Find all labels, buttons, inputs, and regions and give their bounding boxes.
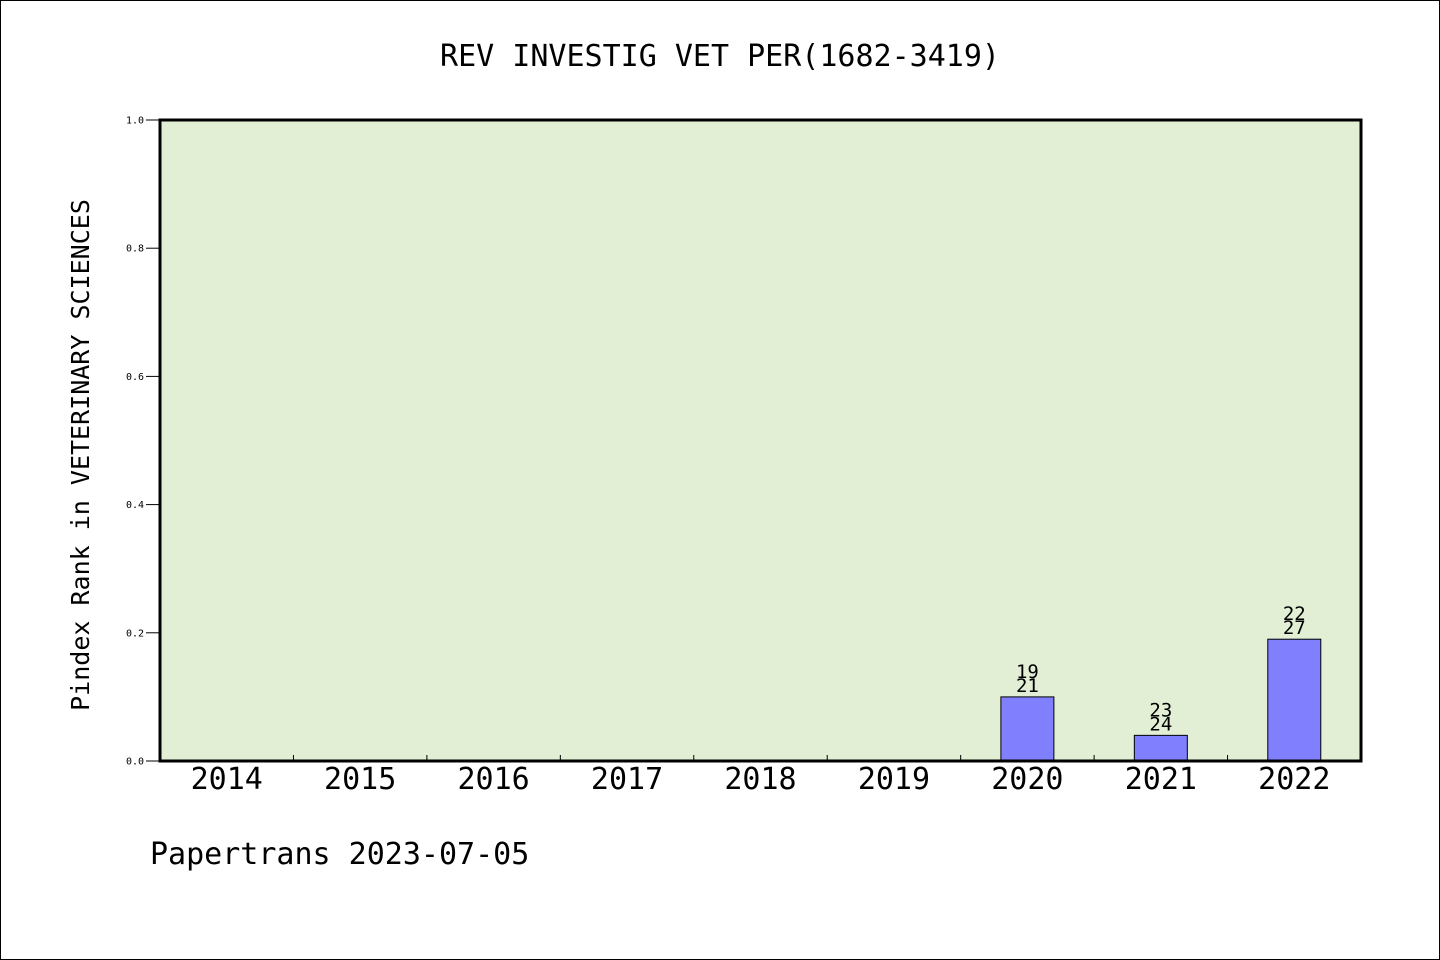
bar-label: 19 <box>1016 661 1039 683</box>
x-tick-label: 2014 <box>191 762 263 797</box>
y-tick-label: 0.2 <box>126 628 144 639</box>
x-tick-label: 2015 <box>324 762 396 797</box>
y-axis-label: Pindex Rank in VETERINARY SCIENCES <box>66 199 95 711</box>
plot-border <box>158 118 1363 763</box>
bar-label: 24 <box>1149 713 1172 735</box>
x-tick-label: 2017 <box>591 762 663 797</box>
bar-label: 22 <box>1283 603 1306 625</box>
y-tick-label: 0.0 <box>126 757 144 768</box>
x-tick-label: 2016 <box>457 762 529 797</box>
y-tick-label: 0.6 <box>126 372 144 383</box>
footer-text: Papertrans 2023-07-05 <box>150 837 529 872</box>
bar <box>1267 638 1322 762</box>
x-tick-label: 2019 <box>858 762 930 797</box>
y-tick-label: 1.0 <box>126 116 144 127</box>
bar-label: 27 <box>1283 617 1306 639</box>
chart-title: REV INVESTIG VET PER(1682-3419) <box>440 39 1000 74</box>
bar <box>1000 696 1055 762</box>
y-tick-label: 0.4 <box>126 500 144 511</box>
bar-label: 21 <box>1016 675 1039 697</box>
bar-label: 23 <box>1149 699 1172 721</box>
x-tick-label: 2018 <box>724 762 796 797</box>
y-tick-label: 0.8 <box>126 244 144 255</box>
plot-area <box>160 120 1361 761</box>
x-tick-label: 2022 <box>1258 762 1330 797</box>
x-tick-label: 2021 <box>1125 762 1197 797</box>
x-tick-label: 2020 <box>991 762 1063 797</box>
bar <box>1133 734 1188 762</box>
